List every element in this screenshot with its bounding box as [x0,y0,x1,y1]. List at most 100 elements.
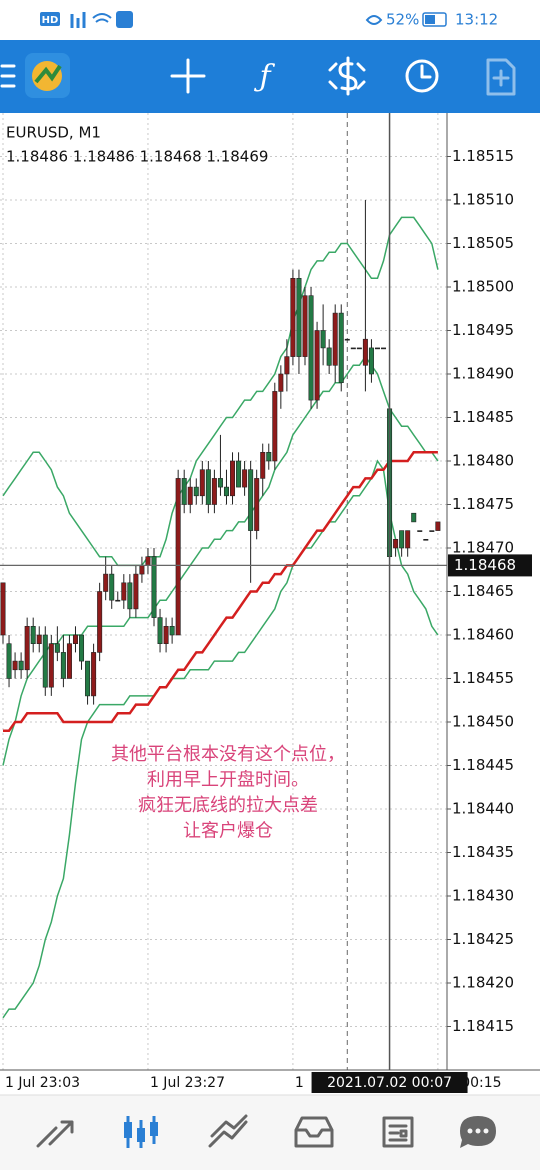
candle-body [248,469,254,531]
new-order-button[interactable] [486,58,516,96]
status-bar [0,0,540,40]
candle-body [175,478,181,636]
candle-body [145,556,151,566]
annotation: 让客户爆仓 [183,821,273,842]
candle-body [36,634,42,644]
annotation: 利用早上开盘时间。 [147,770,309,791]
y-tick-label: 1.18445 [452,756,514,774]
eye-icon [365,15,383,25]
logo-mark [32,61,62,91]
candle-body [133,573,139,610]
chat-dot [467,1128,473,1134]
candle-body [435,521,441,531]
candle-body [199,469,205,497]
candle-body [356,347,362,350]
candle-body [332,312,338,366]
candle-body [374,347,380,350]
timeframe-button[interactable] [405,59,439,93]
candle-body [60,652,66,679]
y-tick-label: 1.18480 [452,452,514,470]
candle-body [399,530,405,549]
candle-body [85,660,91,697]
candle-body [187,486,193,505]
crosshair-box [311,1072,468,1093]
news-tab[interactable] [382,1116,414,1148]
candle-body [48,643,54,688]
trade-tab[interactable] [208,1114,248,1148]
x-tick-label: 1 Jul 23:03 [5,1075,80,1091]
candle-body [169,625,175,636]
candle-body [115,599,121,602]
candle-body [54,643,60,653]
crosshair-button[interactable] [170,58,206,94]
network-label: HD [42,15,59,26]
y-tick-label: 1.18440 [452,800,514,818]
y-tick-label: 1.18490 [452,365,514,383]
candle-body [211,478,217,505]
candle-body [326,347,332,366]
y-tick-label: 1.18475 [452,495,514,513]
candle-body [193,486,199,497]
y-tick-label: 1.18430 [452,887,514,905]
candle-body [296,277,302,357]
candle-body [66,643,72,679]
candle-body [423,538,429,541]
candle-body [205,469,211,505]
candle-body [417,530,423,532]
candle-body [103,573,109,592]
candle-body [127,582,133,610]
menu-button[interactable] [0,64,16,88]
toolbar [0,40,540,113]
battery-level [425,15,435,24]
candle-body [381,347,387,350]
candle-body [308,295,314,401]
chart: 1.18415 1.18420 1.18425 1.18430 1.18435 1.184… [0,113,540,1095]
arrows-icon [328,62,366,90]
candle-body [429,530,435,532]
clock-face [405,59,439,93]
app-logo[interactable] [25,53,70,98]
chart-tab-body [124,1122,132,1138]
candle-body [217,478,223,488]
indicator-line [2,459,439,1019]
y-tick-label: 1.18495 [452,321,514,339]
y-tick-label: 1.18460 [452,626,514,644]
y-tick-label: 1.18420 [452,974,514,992]
x-tick-label: 1 Jul 23:27 [150,1075,225,1091]
candle-body [30,625,36,644]
app-icon [116,11,133,28]
candle-body [272,391,278,462]
y-tick-label: 1.18465 [452,582,514,600]
candle-body [242,469,248,488]
candle-body [0,582,6,636]
candle-body [350,347,356,350]
candle-body [302,295,308,357]
candle-body [12,660,18,671]
y-tick-label: 1.18435 [452,843,514,861]
quotes-tab[interactable] [36,1120,74,1148]
candle-body [314,330,320,401]
chart-tab[interactable] [124,1116,158,1148]
doc-icon [486,58,516,96]
candle-body [290,277,296,357]
trade-button[interactable] [328,56,366,96]
candle-body [362,338,368,366]
crosshair-label: 2021.07.02 00:07 [327,1075,452,1091]
candle-body [109,573,115,601]
candle-body [97,591,103,653]
chat-dot [483,1128,489,1134]
chat-tab[interactable] [460,1116,496,1148]
y-tick-label: 1.18485 [452,408,514,426]
candle-body [278,373,284,392]
history-tab[interactable] [294,1116,334,1148]
candle-body [72,634,78,644]
x-tick-label: 1 [295,1075,304,1091]
candle-body [411,512,417,523]
indicator-line [3,451,438,732]
indicators-button[interactable]: ƒ [253,59,275,94]
annotation: 其他平台根本没有这个点位， [111,744,345,765]
logo-line [34,64,62,84]
candle-body [338,312,344,384]
plus-icon [492,69,510,87]
